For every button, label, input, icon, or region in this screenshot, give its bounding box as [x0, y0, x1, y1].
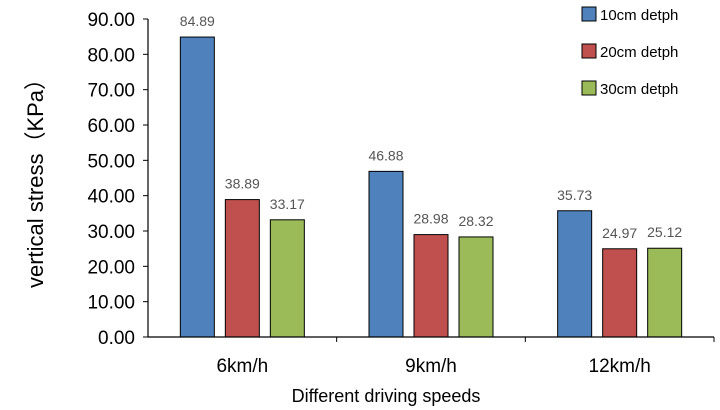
x-category-label: 6km/h: [216, 356, 268, 377]
y-tick-label: 10.00: [87, 293, 135, 314]
x-category-label: 12km/h: [589, 356, 651, 377]
legend-swatch: [582, 44, 596, 58]
legend-label: 10cm detph: [600, 7, 678, 24]
y-axis-ticks: 0.00 10.00 20.00 30.00 40.00 50.00 60.00 70.00 8…: [87, 10, 148, 349]
legend-label: 30cm detph: [600, 81, 678, 98]
bar: [225, 200, 259, 337]
bar-value-label: 38.89: [225, 176, 260, 192]
bar-value-label: 33.17: [270, 196, 305, 212]
legend-swatch: [582, 81, 596, 95]
bar: [648, 248, 682, 337]
bar-value-label: 25.12: [647, 224, 682, 240]
bar-value-label: 28.32: [458, 213, 493, 229]
y-tick-label: 60.00: [87, 116, 135, 137]
y-axis-title: vertical stress（KPa）: [23, 68, 48, 288]
y-tick-label: 50.00: [87, 151, 135, 172]
bar-value-label: 24.97: [602, 225, 637, 241]
bar-value-label: 84.89: [180, 13, 215, 29]
x-axis-title: Different driving speeds: [292, 386, 481, 406]
y-tick-label: 90.00: [87, 10, 135, 31]
bar-value-label: 35.73: [557, 187, 592, 203]
y-tick-label: 30.00: [87, 222, 135, 243]
y-tick-label: 20.00: [87, 257, 135, 278]
bar: [369, 171, 403, 337]
bar: [414, 235, 448, 337]
x-category-label: 9km/h: [405, 356, 457, 377]
y-tick-label: 40.00: [87, 187, 135, 208]
legend-swatch: [582, 7, 596, 21]
bar: [180, 37, 214, 337]
bar: [558, 211, 592, 337]
y-tick-label: 80.00: [87, 45, 135, 66]
bar-value-label: 46.88: [368, 147, 403, 163]
bar: [270, 220, 304, 337]
legend: 10cm detph 20cm detph 30cm detph: [582, 7, 678, 98]
y-tick-label: 70.00: [87, 81, 135, 102]
bar: [603, 249, 637, 337]
legend-label: 20cm detph: [600, 44, 678, 61]
bar-value-label: 28.98: [413, 211, 448, 227]
y-tick-label: 0.00: [98, 328, 135, 349]
x-axis-ticks: 6km/h 9km/h 12km/h: [216, 337, 714, 377]
bar: [459, 237, 493, 337]
